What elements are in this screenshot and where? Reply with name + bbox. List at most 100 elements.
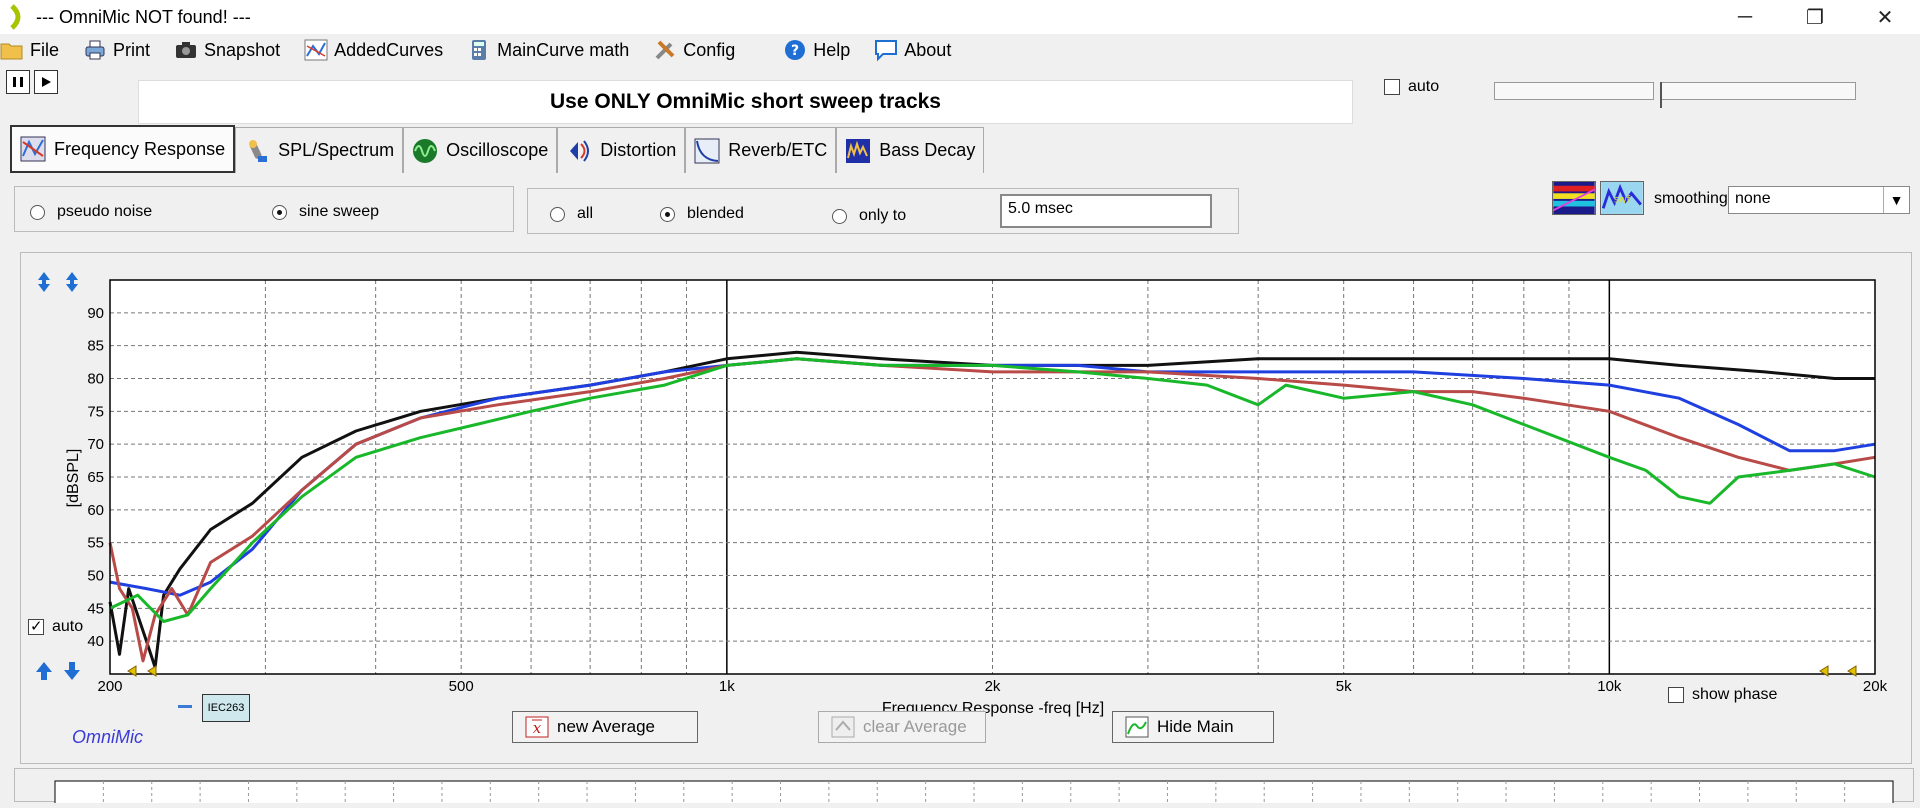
top-auto-check[interactable] <box>1384 79 1400 95</box>
spectrogram-icon[interactable] <box>1552 181 1596 215</box>
menu-maincurve-math[interactable]: MainCurve math <box>467 38 629 62</box>
pause-button[interactable] <box>6 70 30 94</box>
menu-about[interactable]: About <box>874 38 951 62</box>
x-tick-label: 500 <box>449 678 474 695</box>
transport-controls <box>6 70 58 94</box>
menu-config[interactable]: Config <box>653 38 735 62</box>
y-tick-label: 45 <box>87 600 104 617</box>
x-tick-label: 5k <box>1336 678 1352 695</box>
tab-distortion-label: Distortion <box>600 140 677 160</box>
instruction-message: Use ONLY OmniMic short sweep tracks <box>138 80 1353 124</box>
menu-print[interactable]: Print <box>83 38 150 62</box>
minimize-button[interactable]: ─ <box>1737 5 1753 28</box>
window-controls: ─ ❐ ✕ <box>1710 0 1920 34</box>
new-average-label: new Average <box>557 717 655 736</box>
play-button[interactable] <box>34 70 58 94</box>
hide-main-label: Hide Main <box>1157 717 1234 736</box>
smoothing-value: none <box>1735 190 1771 207</box>
series-line-1 <box>108 350 1875 669</box>
chart-series <box>108 350 1876 669</box>
analysis-tabs: Frequency Response SPL/Spectrum Oscillos… <box>10 125 985 173</box>
spl-meter-icon <box>249 139 268 162</box>
play-icon <box>42 77 51 87</box>
shift-up-icon <box>36 662 52 680</box>
x-range-handles[interactable] <box>127 665 1857 677</box>
omnimic-app-icon <box>10 4 21 30</box>
menu-help-label: Help <box>813 39 851 60</box>
calculator-icon <box>472 40 487 60</box>
menu-help[interactable]: ? Help <box>783 38 850 62</box>
radio-only-to[interactable]: only to <box>832 207 906 225</box>
tab-reverb-etc-label: Reverb/ETC <box>728 140 828 160</box>
window-time-input[interactable]: 5.0 msec <box>1000 194 1212 228</box>
tab-distortion[interactable]: Distortion <box>557 127 686 173</box>
zoom-y-icons[interactable] <box>36 272 80 680</box>
shift-down-icon <box>64 662 80 680</box>
menu-snapshot[interactable]: Snapshot <box>174 38 280 62</box>
show-phase-check[interactable] <box>1668 687 1684 703</box>
restore-button[interactable]: ❐ <box>1806 6 1824 29</box>
x-tick-label: 20k <box>1863 678 1888 695</box>
top-auto-checkbox[interactable]: auto <box>1384 78 1439 96</box>
tab-oscilloscope-label: Oscilloscope <box>446 140 549 160</box>
svg-text:x: x <box>533 719 542 737</box>
tab-reverb-etc[interactable]: Reverb/ETC <box>685 127 837 173</box>
title-bar: --- OmniMic NOT found! --- ─ ❐ ✕ <box>0 0 1920 34</box>
menu-about-label: About <box>904 39 952 60</box>
radio-all[interactable]: all <box>550 205 593 223</box>
slider-thumb[interactable] <box>1660 82 1666 108</box>
y-tick-label: 40 <box>87 633 104 650</box>
waterfall-icon[interactable]: swf <box>1600 181 1644 215</box>
x-tick-label: 10k <box>1597 678 1622 695</box>
menu-file[interactable]: File <box>0 38 59 62</box>
frequency-response-icon <box>20 136 46 162</box>
plot-border <box>109 279 1876 675</box>
radio-pseudo-noise[interactable]: pseudo noise <box>30 203 152 221</box>
radio-all-dot[interactable] <box>550 206 565 222</box>
x-tick-label: 200 <box>97 678 122 695</box>
y-tick-label: 60 <box>87 502 104 519</box>
tab-oscilloscope[interactable]: Oscilloscope <box>403 127 558 173</box>
new-average-button[interactable]: x new Average <box>512 711 698 743</box>
curves-icon <box>304 39 328 61</box>
menu-addedcurves[interactable]: AddedCurves <box>304 38 443 62</box>
tab-frequency-response[interactable]: Frequency Response <box>10 125 236 173</box>
tab-bass-decay[interactable]: Bass Decay <box>836 127 985 173</box>
radio-blended[interactable]: blended <box>660 205 744 223</box>
window-title: --- OmniMic NOT found! --- <box>36 6 251 27</box>
svg-text:swf: swf <box>1614 195 1631 206</box>
radio-sine-sweep-dot[interactable] <box>272 204 287 220</box>
plot-auto-checkbox[interactable]: auto <box>28 617 83 636</box>
radio-blended-dot[interactable] <box>660 206 675 222</box>
right-range-handle-icon <box>1819 665 1857 677</box>
hide-main-button[interactable]: Hide Main <box>1112 711 1274 743</box>
menu-snapshot-label: Snapshot <box>204 39 281 60</box>
radio-sine-sweep[interactable]: sine sweep <box>272 203 379 221</box>
level-slider-left[interactable] <box>1494 82 1654 100</box>
radio-pseudo-noise-dot[interactable] <box>30 204 45 220</box>
y-tick-label: 90 <box>87 305 104 322</box>
clear-average-button[interactable]: clear Average <box>818 711 986 743</box>
legend-tag[interactable]: IEC263 <box>202 694 250 722</box>
chevron-down-icon[interactable]: ▼ <box>1883 187 1909 213</box>
tab-spl-spectrum[interactable]: SPL/Spectrum <box>235 127 404 173</box>
main-curve-icon <box>1125 716 1149 738</box>
left-range-handle-icon <box>127 665 157 677</box>
plot-auto-check[interactable] <box>28 617 44 635</box>
reverb-icon <box>694 138 720 163</box>
menu-bar: File Print Snapshot AddedCurves MainCurv… <box>0 34 1920 66</box>
show-phase-checkbox[interactable]: show phase <box>1668 686 1777 704</box>
x-tick-label: 1k <box>719 678 735 695</box>
radio-blended-label: blended <box>687 205 744 222</box>
expand-vertical-icon <box>38 272 50 292</box>
radio-only-to-dot[interactable] <box>832 208 847 224</box>
radio-all-label: all <box>577 205 594 222</box>
menu-print-label: Print <box>113 39 151 60</box>
show-phase-label: show phase <box>1692 686 1778 703</box>
close-button[interactable]: ✕ <box>1876 6 1894 29</box>
bass-decay-icon <box>846 138 871 163</box>
smoothing-select[interactable]: none ▼ <box>1728 186 1910 214</box>
secondary-plot-panel <box>14 768 1914 808</box>
radio-pseudo-noise-label: pseudo noise <box>57 203 153 220</box>
